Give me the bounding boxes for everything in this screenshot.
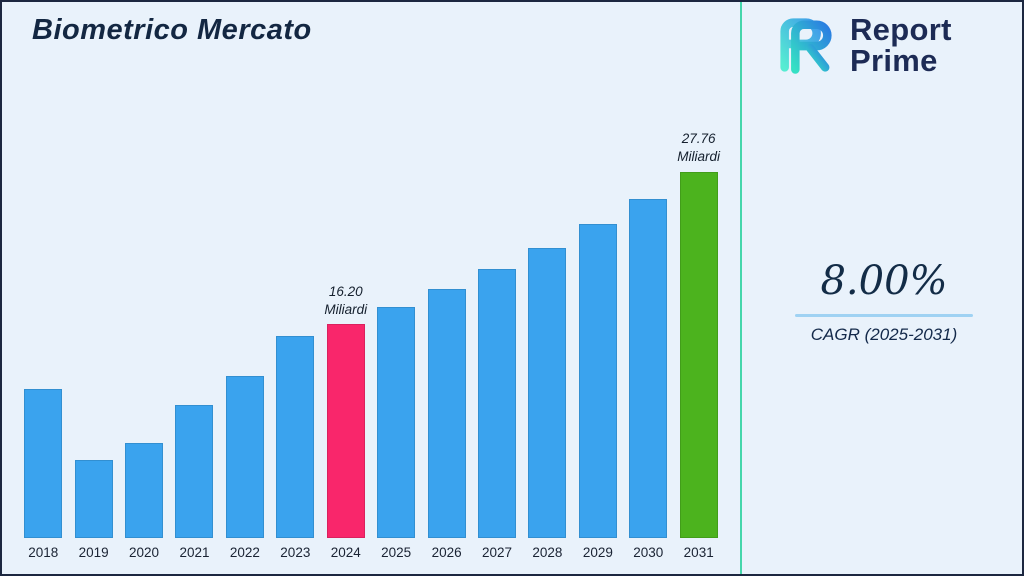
vertical-divider (740, 2, 742, 574)
bar-column-2031: 27.76 Miliardi 2031 (673, 72, 723, 566)
bar-column-2028: 2028 (522, 72, 572, 566)
x-axis-label-2025: 2025 (381, 544, 412, 560)
bar-column-2030: 2030 (623, 72, 673, 566)
bar-annotation-2024: 16.20 Miliardi (324, 284, 368, 317)
bar-column-2027: 2027 (472, 72, 522, 566)
cagr-label: CAGR (2025-2031) (810, 325, 958, 344)
bar-2022 (225, 375, 264, 538)
bar-chart: 2018 2019 2020 2021 2022 2023 16.20 Miliardi 202… (18, 72, 724, 566)
chart-title: Biometrico Mercato (32, 14, 312, 46)
cagr-block: 8.00% CAGR (2025-2031) (795, 258, 973, 345)
bar-2029 (578, 223, 617, 538)
bar-2027 (478, 268, 516, 538)
x-axis-label-2031: 2031 (683, 544, 714, 560)
bar-column-2026: 2026 (421, 72, 471, 566)
bar-2020 (125, 442, 164, 538)
brand-name: Report Prime (850, 14, 952, 76)
x-axis-label-2026: 2026 (431, 544, 462, 560)
bar-annotation-2031: 27.76 Miliardi (677, 131, 721, 165)
bar-plot: 2018 2019 2020 2021 2022 2023 16.20 Miliardi 202… (18, 72, 724, 566)
bar-column-2024: 16.20 Miliardi 2024 (321, 72, 371, 566)
x-axis-label-2020: 2020 (129, 544, 160, 560)
bar-column-2023: 2023 (270, 72, 320, 566)
bar-column-2020: 2020 (119, 72, 169, 566)
bar-2026 (427, 288, 466, 538)
x-axis-label-2021: 2021 (179, 544, 210, 560)
cagr-value: 8.00% (820, 258, 948, 304)
reportprime-logo-icon (780, 18, 832, 74)
brand-name-line2: Prime (850, 43, 938, 78)
bar-column-2029: 2029 (573, 72, 623, 566)
bar-column-2025: 2025 (371, 72, 421, 566)
bar-2031 (679, 171, 718, 538)
x-axis-label-2028: 2028 (532, 544, 563, 560)
bar-2030 (629, 198, 668, 538)
bar-2025 (377, 307, 416, 538)
cagr-underline (795, 314, 973, 317)
x-axis-label-2024: 2024 (330, 544, 361, 560)
bar-column-2019: 2019 (68, 72, 118, 566)
bar-column-2021: 2021 (169, 72, 219, 566)
bar-2018 (24, 388, 63, 538)
bar-2019 (74, 460, 113, 538)
x-axis-label-2023: 2023 (280, 544, 311, 560)
bar-2028 (528, 247, 567, 538)
x-axis-label-2022: 2022 (229, 544, 260, 560)
x-axis-label-2027: 2027 (481, 544, 513, 560)
x-axis-label-2029: 2029 (582, 544, 613, 560)
bar-2021 (175, 404, 214, 538)
brand-name-line1: Report (850, 12, 952, 47)
x-axis-label-2018: 2018 (28, 544, 59, 560)
bar-2023 (276, 336, 315, 538)
x-axis-label-2019: 2019 (78, 544, 109, 560)
bar-2024 (326, 324, 365, 538)
brand-block: Report Prime (774, 14, 952, 76)
x-axis-label-2030: 2030 (633, 544, 664, 560)
bar-column-2022: 2022 (220, 72, 270, 566)
bar-column-2018: 2018 (18, 72, 68, 566)
